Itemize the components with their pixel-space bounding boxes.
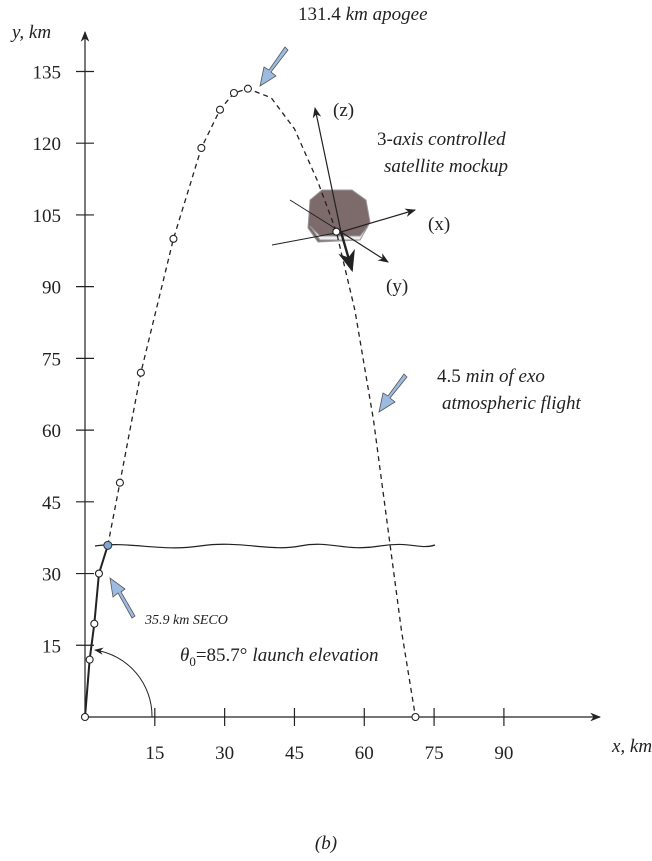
- y-tick-label: 15: [42, 636, 61, 657]
- annotation: 35.9 km SECO: [144, 613, 228, 628]
- y-tick-label: 120: [33, 134, 62, 155]
- marker: [82, 714, 89, 721]
- axis-name: (z): [333, 100, 354, 121]
- y-axis-label: y, km: [10, 22, 51, 43]
- y-tick-label: 75: [42, 349, 61, 370]
- atmosphere-boundary: [95, 544, 435, 548]
- x-tick-label: 60: [355, 743, 374, 764]
- angle-arc: [95, 650, 152, 717]
- chart: y, km x, km 131.4km apogee 3-axis contro…: [0, 0, 652, 861]
- annotation: θ0=85.7°launch elevation: [180, 645, 379, 669]
- marker: [333, 228, 340, 235]
- x-tick-label: 90: [494, 743, 513, 764]
- marker: [198, 144, 205, 151]
- x-tick-label: 45: [285, 743, 304, 764]
- callout-arrow: [260, 47, 288, 86]
- axis-name: (x): [428, 214, 450, 235]
- seco-marker: [104, 541, 112, 549]
- annotation: atmospheric flight: [442, 393, 582, 414]
- annotation: satellite mockup: [384, 156, 508, 177]
- y-tick-label: 45: [42, 493, 61, 514]
- marker: [412, 714, 419, 721]
- marker: [230, 89, 237, 96]
- y-tick-label: 30: [42, 565, 61, 586]
- marker: [170, 235, 177, 242]
- callout-arrow: [379, 374, 407, 412]
- y-tick-label: 105: [33, 206, 62, 227]
- x-tick-label: 30: [215, 743, 234, 764]
- y-tick-label: 135: [33, 62, 62, 83]
- x-tick-label: 75: [425, 743, 444, 764]
- y-tick-label: 60: [42, 421, 61, 442]
- marker: [216, 106, 223, 113]
- caption: (b): [315, 833, 337, 854]
- x-axis-label: x, km: [611, 736, 652, 757]
- marker: [137, 369, 144, 376]
- annotation: 3-axis controlled: [377, 129, 506, 150]
- callout-arrow: [110, 578, 135, 618]
- y-tick-label: 90: [42, 278, 61, 299]
- marker: [95, 570, 102, 577]
- x-tick-label: 15: [145, 743, 164, 764]
- marker: [116, 479, 123, 486]
- axis-name: (y): [386, 276, 408, 297]
- marker: [244, 85, 251, 92]
- marker: [86, 656, 93, 663]
- marker: [91, 620, 98, 627]
